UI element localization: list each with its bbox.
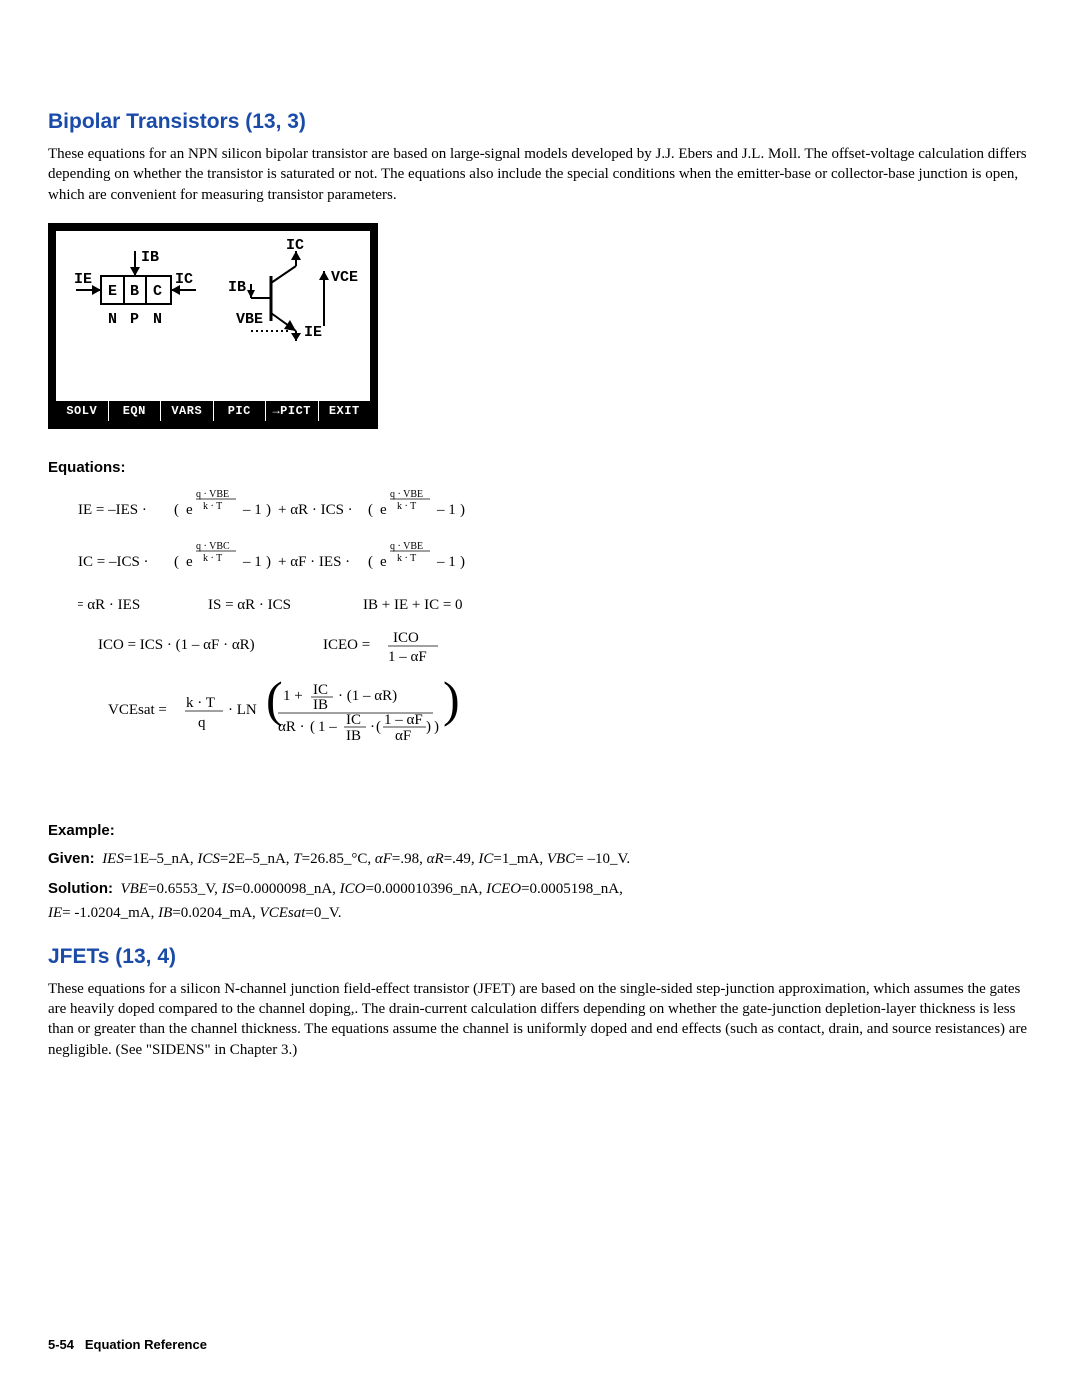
section-title-jfets: JFETs (13, 4) [48, 945, 1032, 969]
svg-text:k · T: k · T [203, 501, 222, 512]
svg-text:1 –: 1 – [318, 719, 337, 735]
menu-vars[interactable]: VARS [161, 401, 214, 421]
svg-text:): ) [266, 554, 271, 570]
page-footer: 5-54 Equation Reference [48, 1337, 207, 1352]
menu-pic[interactable]: PIC [214, 401, 267, 421]
jfets-intro-paragraph: These equations for a silicon N-channel … [48, 979, 1032, 1060]
svg-text:IB: IB [346, 728, 361, 744]
svg-text:(: ( [174, 554, 179, 570]
given-label: Given: [48, 850, 95, 867]
given-line: Given: IES=1E–5_nA, ICS=2E–5_nA, T=26.85… [48, 847, 1032, 871]
svg-text:e: e [186, 502, 193, 518]
equations-block: .m { font-family: Georgia, 'Times New Ro… [78, 484, 1032, 814]
npn-diagram: .mono { font-family: 'Courier New', mono… [56, 231, 366, 401]
svg-text:(: ( [376, 719, 381, 735]
svg-text:ICO: ICO [393, 630, 419, 646]
svg-text:k · T: k · T [397, 501, 416, 512]
svg-text:IC: IC [175, 271, 193, 288]
svg-text:·: · [370, 719, 375, 735]
svg-text:VBE: VBE [236, 311, 263, 328]
svg-text:e: e [380, 502, 387, 518]
svg-text:IE: IE [304, 324, 322, 341]
page-number: 5-54 [48, 1337, 74, 1352]
svg-text:αF: αF [395, 728, 411, 744]
svg-text:q · VBE: q · VBE [390, 489, 423, 500]
svg-text:IC = –ICS ·: IC = –ICS · [78, 554, 149, 570]
menu-eqn[interactable]: EQN [109, 401, 162, 421]
svg-text:IB: IB [228, 279, 246, 296]
svg-text:q · VBE: q · VBE [390, 541, 423, 552]
calculator-screen: .mono { font-family: 'Courier New', mono… [48, 223, 378, 429]
svg-text:): ) [426, 719, 431, 735]
svg-text:E: E [108, 283, 117, 300]
svg-text:1 +: 1 + [283, 688, 303, 704]
svg-text:): ) [443, 671, 460, 727]
svg-text:– 1: – 1 [436, 502, 456, 518]
menu-pict[interactable]: →PICT [266, 401, 319, 421]
menu-solv[interactable]: SOLV [56, 401, 109, 421]
svg-text:): ) [460, 554, 465, 570]
svg-text:αR ·: αR · [278, 719, 305, 735]
svg-text:ICEO =: ICEO = [323, 637, 370, 653]
section-title-bipolar: Bipolar Transistors (13, 3) [48, 110, 1032, 134]
svg-text:e: e [380, 554, 387, 570]
svg-text:IB + IE + IC = 0: IB + IE + IC = 0 [363, 597, 463, 613]
svg-text:IS = αR · IES: IS = αR · IES [78, 597, 140, 613]
svg-text:(: ( [368, 554, 373, 570]
solution-label: Solution: [48, 880, 113, 897]
svg-text:e: e [186, 554, 193, 570]
svg-text:– 1: – 1 [436, 554, 456, 570]
svg-text:IC: IC [346, 712, 361, 728]
svg-text:– 1: – 1 [242, 554, 262, 570]
svg-text:1 – αF: 1 – αF [388, 649, 427, 665]
svg-text:C: C [153, 283, 162, 300]
svg-text:q: q [198, 715, 206, 731]
svg-text:IE: IE [74, 271, 92, 288]
svg-text:– 1: – 1 [242, 502, 262, 518]
svg-text:k · T: k · T [397, 553, 416, 564]
menu-exit[interactable]: EXIT [319, 401, 371, 421]
solution-line: Solution: VBE=0.6553_V, IS=0.0000098_nA,… [48, 877, 1032, 925]
svg-text:ICO = ICS · (1 – αF · αR): ICO = ICS · (1 – αF · αR) [98, 637, 255, 653]
svg-text:IS = αR · ICS: IS = αR · ICS [208, 597, 291, 613]
svg-text:VCEsat =: VCEsat = [108, 702, 167, 718]
example-heading: Example: [48, 822, 1032, 839]
svg-text:B: B [130, 283, 139, 300]
svg-text:IB: IB [141, 249, 159, 266]
svg-text:IE = –IES ·: IE = –IES · [78, 502, 147, 518]
svg-text:VCE: VCE [331, 269, 358, 286]
svg-text:· (1 – αR): · (1 – αR) [338, 688, 397, 704]
svg-text:q · VBC: q · VBC [196, 541, 230, 552]
svg-text:k · T: k · T [186, 695, 215, 711]
svg-text:N: N [108, 311, 117, 328]
svg-text:· LN: · LN [228, 702, 257, 718]
svg-text:(: ( [368, 502, 373, 518]
svg-text:): ) [460, 502, 465, 518]
calculator-menubar: SOLV EQN VARS PIC →PICT EXIT [56, 401, 370, 421]
svg-text:+ αF · IES ·: + αF · IES · [278, 554, 350, 570]
equations-heading: Equations: [48, 459, 1032, 476]
svg-text:q · VBE: q · VBE [196, 489, 229, 500]
svg-text:IC: IC [313, 682, 328, 698]
bipolar-intro-paragraph: These equations for an NPN silicon bipol… [48, 144, 1032, 205]
svg-text:1 – αF: 1 – αF [384, 712, 423, 728]
svg-text:k · T: k · T [203, 553, 222, 564]
svg-text:IB: IB [313, 697, 328, 713]
svg-text:(: ( [174, 502, 179, 518]
svg-text:): ) [266, 502, 271, 518]
svg-text:): ) [434, 719, 439, 735]
svg-text:IC: IC [286, 237, 304, 254]
svg-text:+ αR · ICS ·: + αR · ICS · [278, 502, 353, 518]
svg-text:N: N [153, 311, 162, 328]
svg-text:P: P [130, 311, 139, 328]
svg-text:(: ( [310, 719, 315, 735]
footer-title: Equation Reference [85, 1337, 207, 1352]
